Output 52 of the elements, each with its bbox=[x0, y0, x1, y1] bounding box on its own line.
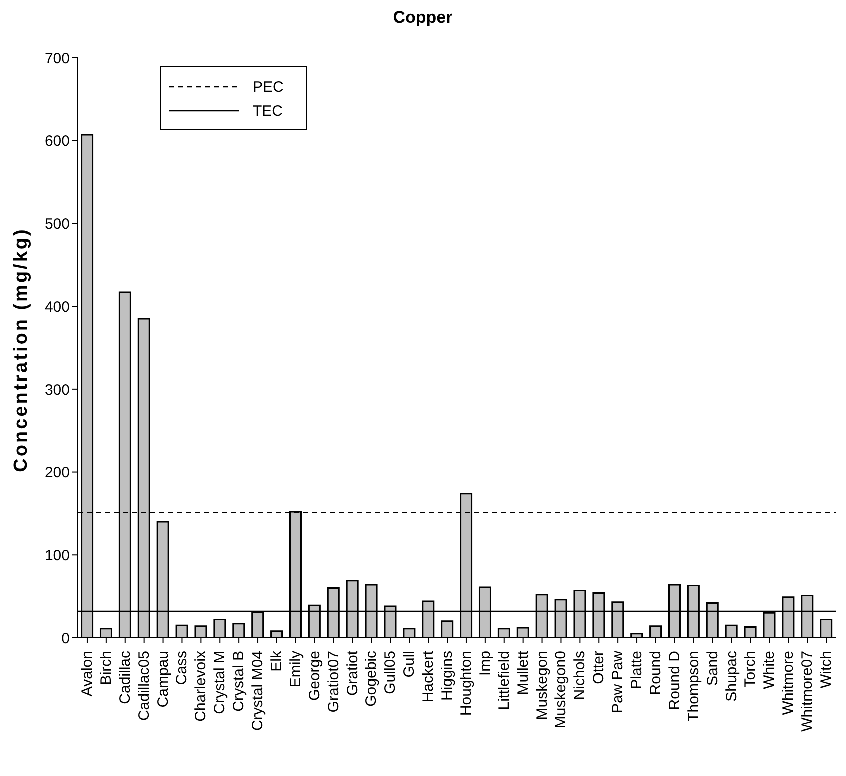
chart-title: Copper bbox=[392, 8, 454, 28]
x-tick-label: Mullett bbox=[514, 650, 532, 696]
x-tick-label: George bbox=[306, 651, 324, 702]
y-tick-label: 200 bbox=[44, 464, 70, 482]
x-tick-label: Campau bbox=[154, 651, 172, 708]
x-tick-label: Gratiot07 bbox=[325, 651, 342, 713]
x-tick-label: Whitmore bbox=[780, 651, 798, 716]
x-tick-label: Round D bbox=[666, 650, 684, 710]
y-tick-label: 600 bbox=[44, 133, 70, 150]
x-tick-label: Imp bbox=[476, 651, 494, 676]
x-tick-label: Round bbox=[647, 651, 664, 696]
x-tick-label: Hackert bbox=[420, 650, 438, 703]
x-tick-label: Muskegon0 bbox=[552, 651, 570, 729]
legend-label: TEC bbox=[253, 102, 283, 120]
x-tick-label: Crystal B bbox=[230, 651, 248, 712]
y-tick-label: 100 bbox=[44, 547, 70, 564]
x-tick-label: Torch bbox=[742, 651, 760, 688]
x-tick-label: Gratiot bbox=[344, 650, 362, 696]
x-tick-label: Crystal M04 bbox=[250, 651, 267, 732]
legend-label: PEC bbox=[253, 78, 284, 96]
x-tick-label: Charlevoix bbox=[192, 650, 210, 722]
y-axis-title: Concentration (mg/kg) bbox=[11, 228, 33, 472]
x-tick-label: Sand bbox=[704, 651, 722, 686]
x-tick-label: Avalon bbox=[78, 651, 96, 697]
y-tick-label: 500 bbox=[44, 216, 70, 234]
x-tick-label: Littlefield bbox=[496, 651, 513, 710]
y-tick-label: 700 bbox=[44, 50, 70, 68]
x-tick-label: Gogebic bbox=[363, 650, 380, 707]
x-tick-label: Elk bbox=[268, 650, 286, 672]
x-tick-label: Otter bbox=[590, 651, 608, 684]
x-tick-label: Cass bbox=[174, 651, 191, 686]
x-tick-label: Houghton bbox=[458, 651, 475, 716]
x-tick-label: Birch bbox=[98, 651, 115, 686]
x-tick-label: Whitmore07 bbox=[799, 651, 816, 732]
x-tick-label: Paw Paw bbox=[610, 650, 627, 714]
x-tick-label: Shupac bbox=[723, 650, 740, 702]
x-tick-label: Muskegon bbox=[534, 651, 551, 720]
x-tick-label: White bbox=[761, 651, 778, 690]
x-tick-label: Emily bbox=[287, 650, 304, 688]
x-tick-label: Gull05 bbox=[382, 651, 400, 694]
y-tick-label: 0 bbox=[62, 630, 70, 648]
x-tick-label: Higgins bbox=[439, 651, 456, 702]
x-tick-label: Platte bbox=[628, 651, 646, 690]
x-tick-label: Cadillac05 bbox=[136, 651, 153, 722]
x-tick-label: Crystal M bbox=[212, 651, 229, 714]
y-tick-label: 400 bbox=[44, 298, 70, 316]
y-tick-label: 300 bbox=[44, 382, 70, 399]
x-tick-label: Cadillac bbox=[116, 650, 134, 704]
x-tick-label: Nichols bbox=[572, 651, 589, 700]
x-tick-label: Gull bbox=[401, 651, 418, 678]
x-tick-label: Thompson bbox=[685, 651, 702, 722]
x-tick-label: Witch bbox=[818, 651, 836, 688]
